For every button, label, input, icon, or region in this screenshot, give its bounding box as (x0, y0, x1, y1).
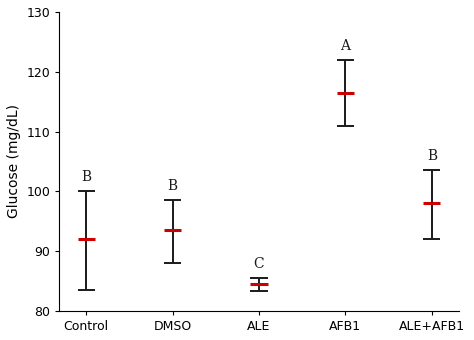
Text: B: B (427, 149, 437, 163)
Text: A: A (340, 39, 350, 53)
Text: B: B (167, 179, 178, 193)
Y-axis label: Glucose (mg/dL): Glucose (mg/dL) (7, 104, 21, 219)
Text: B: B (81, 170, 91, 184)
Text: C: C (254, 257, 264, 271)
